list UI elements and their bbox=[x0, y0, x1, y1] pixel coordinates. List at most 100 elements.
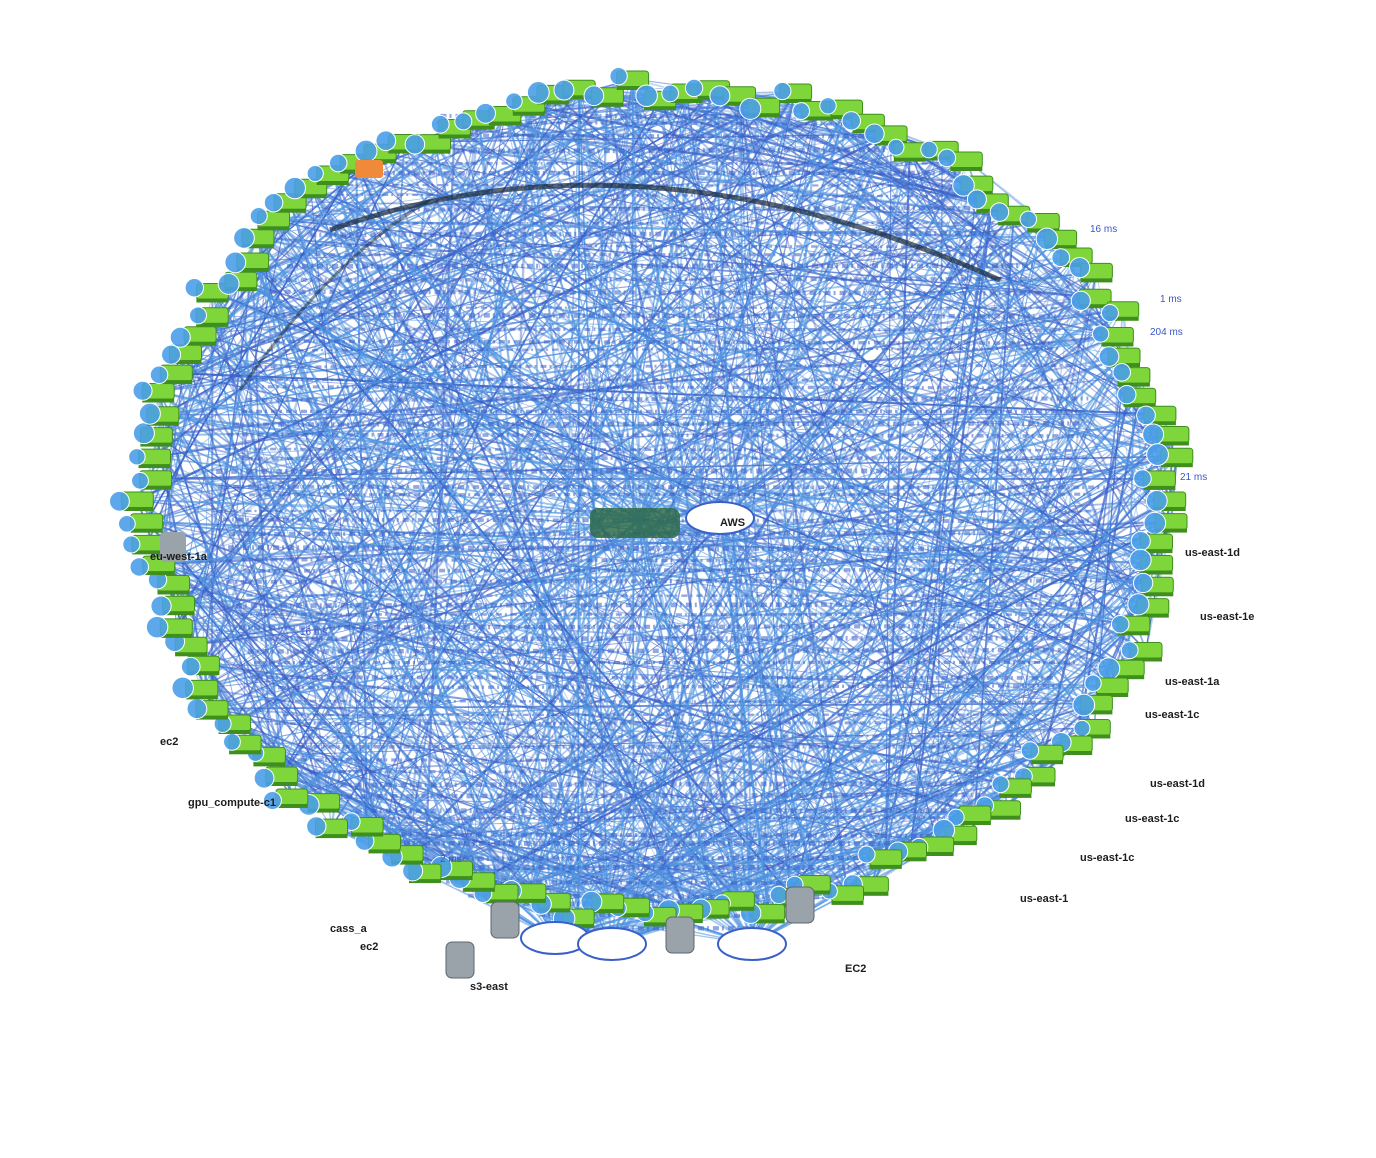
node-circle bbox=[1098, 346, 1120, 367]
node-base bbox=[617, 913, 650, 918]
node-base bbox=[1123, 403, 1156, 408]
ring-node bbox=[1069, 256, 1113, 283]
node-circle bbox=[1132, 572, 1154, 594]
node-base bbox=[388, 149, 421, 154]
edge bbox=[553, 270, 1098, 903]
node-base bbox=[175, 652, 208, 657]
ring-node bbox=[1019, 210, 1060, 233]
ring-node bbox=[887, 138, 927, 162]
node-base bbox=[218, 730, 251, 734]
ring-node bbox=[246, 744, 286, 767]
node-base bbox=[1160, 463, 1193, 468]
label-noise bbox=[216, 468, 1092, 474]
node-circle bbox=[857, 845, 876, 864]
edge bbox=[554, 237, 1062, 939]
node-base bbox=[536, 100, 569, 105]
edge bbox=[199, 91, 796, 336]
node-circle bbox=[1117, 384, 1137, 405]
ring-node bbox=[171, 676, 219, 700]
edge bbox=[639, 183, 978, 521]
label-noise bbox=[228, 545, 1087, 552]
node-base bbox=[138, 464, 171, 469]
node-base bbox=[160, 633, 193, 638]
ring-node bbox=[132, 380, 175, 403]
ring-node bbox=[1129, 548, 1174, 575]
label-noise bbox=[239, 623, 1073, 630]
label-noise bbox=[273, 312, 1057, 319]
edge bbox=[406, 433, 1174, 855]
label-noise bbox=[237, 347, 1062, 352]
edge-label-3: 204 ms bbox=[1150, 327, 1183, 338]
ring-node bbox=[306, 816, 348, 839]
edge bbox=[175, 372, 613, 945]
ring-node bbox=[253, 766, 299, 789]
node-base bbox=[591, 909, 624, 914]
ring-node bbox=[342, 812, 384, 837]
edge bbox=[639, 133, 892, 521]
node-base bbox=[1078, 734, 1111, 739]
node-circle bbox=[947, 808, 965, 827]
edge bbox=[750, 255, 1078, 945]
node-circle bbox=[354, 139, 378, 163]
edge bbox=[719, 517, 1158, 586]
node-circle bbox=[661, 84, 680, 103]
right-label-8: us-east-1 bbox=[1020, 893, 1068, 905]
edge bbox=[528, 103, 993, 204]
edge bbox=[751, 309, 1124, 945]
edge bbox=[176, 296, 1096, 374]
edge bbox=[763, 105, 1171, 501]
edge bbox=[638, 94, 741, 521]
edge bbox=[291, 255, 1077, 798]
edge bbox=[251, 260, 556, 939]
node-circle bbox=[769, 885, 789, 905]
ring-node bbox=[147, 570, 190, 595]
node-circle bbox=[739, 97, 762, 120]
ring-node bbox=[609, 66, 650, 90]
edge bbox=[281, 201, 993, 776]
ring-node bbox=[583, 85, 624, 107]
node-base bbox=[274, 208, 307, 213]
edge bbox=[199, 148, 943, 336]
node-circle bbox=[132, 380, 153, 401]
node-base bbox=[1140, 549, 1173, 554]
ring-node bbox=[145, 615, 193, 639]
node-base bbox=[644, 106, 676, 111]
edge bbox=[504, 113, 1160, 480]
edge bbox=[244, 742, 886, 859]
node-base bbox=[157, 590, 190, 595]
node-base bbox=[488, 121, 521, 126]
node-base bbox=[462, 887, 495, 892]
node-base bbox=[1023, 782, 1055, 787]
node-circle bbox=[1136, 405, 1156, 426]
edge bbox=[611, 255, 1077, 945]
edge bbox=[718, 517, 887, 859]
label-noise bbox=[348, 205, 992, 212]
label-noise bbox=[225, 578, 1102, 584]
edge bbox=[909, 623, 1135, 851]
node-circle bbox=[283, 176, 306, 200]
edge bbox=[404, 133, 892, 144]
ring-node bbox=[739, 97, 781, 120]
edge bbox=[477, 118, 556, 939]
node-circle bbox=[169, 326, 191, 348]
node-base bbox=[563, 95, 596, 100]
edge bbox=[184, 117, 480, 354]
label-noise bbox=[247, 647, 1061, 654]
label-noise bbox=[301, 758, 994, 764]
edge bbox=[272, 218, 556, 902]
right-label-2: us-east-1e bbox=[1200, 611, 1254, 623]
label-noise bbox=[287, 263, 1035, 269]
edge bbox=[871, 355, 1125, 886]
node-circle bbox=[1133, 469, 1152, 488]
ring-node bbox=[1142, 423, 1190, 446]
edge-label-2: 1 ms bbox=[1160, 294, 1182, 305]
edge bbox=[199, 334, 740, 901]
edge bbox=[212, 291, 1147, 651]
label-noise bbox=[340, 781, 975, 788]
edge bbox=[145, 162, 357, 523]
edge bbox=[252, 260, 887, 859]
node-base bbox=[265, 782, 298, 786]
label-noise bbox=[240, 364, 1072, 369]
edge bbox=[323, 519, 641, 803]
edge bbox=[323, 109, 818, 802]
